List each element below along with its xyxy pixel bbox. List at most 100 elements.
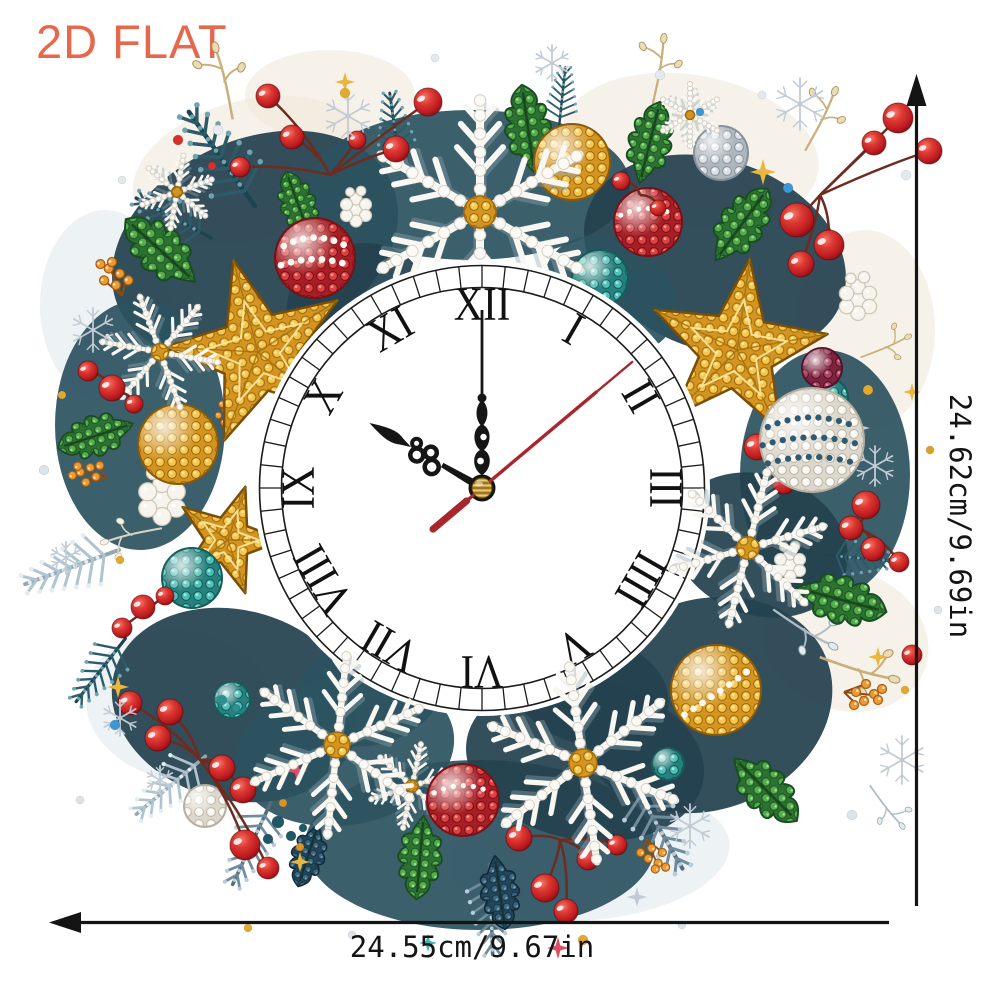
bead-dot <box>262 833 274 845</box>
holly-leaf-icon <box>56 412 135 460</box>
berry-branch-icon <box>779 102 943 278</box>
bead-dot <box>900 169 912 181</box>
pearl-cluster-icon <box>339 185 373 228</box>
berry-icon <box>111 617 133 639</box>
snowflake-icon <box>139 152 215 232</box>
berry-branch-icon <box>611 171 667 217</box>
snowflake-icon <box>660 80 720 150</box>
berry-icon <box>144 724 172 752</box>
bead-dot <box>339 87 351 99</box>
bead-dot <box>654 69 666 81</box>
berry-icon <box>208 754 236 782</box>
bead-dot <box>117 175 127 185</box>
twig-icon <box>860 322 913 360</box>
wreath-foreground <box>249 387 865 866</box>
berry-branch-icon <box>117 690 280 880</box>
star-icon <box>653 257 829 433</box>
ornament-ball-icon <box>213 681 251 719</box>
bead-dot <box>577 934 589 946</box>
dimension-annotations <box>49 74 927 933</box>
ornament-ball-icon <box>801 347 843 389</box>
snowflake-outline-icon <box>776 77 824 131</box>
orange-berry-sprig-icon <box>67 460 108 487</box>
bead-dot <box>75 795 85 805</box>
snowflake-outline-icon <box>535 44 569 82</box>
snowflake-icon <box>249 650 425 840</box>
clock-numeral: III <box>639 468 693 509</box>
bead-dot <box>172 134 184 146</box>
orange-berry-sprig-icon <box>635 838 671 874</box>
berry-branch-icon <box>838 490 910 573</box>
berry-icon <box>229 776 257 804</box>
ornament-ball-icon <box>137 403 219 485</box>
snowflake-outline-icon <box>72 307 114 353</box>
holly-leaf-icon <box>625 100 674 185</box>
bead-dot <box>285 830 297 842</box>
twig-icon <box>819 649 901 698</box>
snowflake-outline-icon <box>669 803 711 849</box>
berry-icon <box>229 829 261 861</box>
width-dimension-label: 24.55cm/9.67in <box>349 930 595 964</box>
bead-dot <box>347 930 357 940</box>
bead-dot <box>271 815 285 829</box>
watercolor-wash <box>245 50 415 140</box>
ornament-ball-icon <box>670 644 762 736</box>
ornament-ball-icon <box>426 763 500 837</box>
twig-icon <box>99 517 163 561</box>
bead-dot <box>430 53 440 63</box>
berry-icon <box>77 360 99 382</box>
snowflake-outline-icon <box>146 765 174 795</box>
bead-dot <box>212 124 224 136</box>
sparkle-icon <box>335 72 355 92</box>
berry-icon <box>156 698 184 726</box>
bead-dot <box>295 842 305 852</box>
holly-leaf-icon <box>479 854 521 931</box>
bead-dot <box>231 703 241 713</box>
bead-dot <box>900 685 910 695</box>
twig-icon <box>192 41 246 120</box>
width-arrowhead-icon <box>49 912 81 933</box>
holly-leaf-icon <box>712 187 772 262</box>
berry-icon <box>255 83 281 109</box>
bead-dot <box>298 823 308 833</box>
ornament-ball-icon <box>651 747 685 781</box>
height-dimension-label: 24.62cm/9.69in <box>943 393 977 639</box>
berry-icon <box>229 156 251 178</box>
berry-icon <box>553 898 579 924</box>
berry-icon <box>779 202 815 238</box>
snowflake-icon <box>486 660 680 866</box>
height-arrowhead-icon <box>906 74 927 106</box>
bead-dot <box>57 390 67 400</box>
bead-dot <box>862 384 874 396</box>
holly-leaf-icon <box>795 572 888 627</box>
bead-dot <box>278 798 288 808</box>
clock-numeral: VI <box>460 645 503 699</box>
berry-icon <box>882 102 914 134</box>
holly-leaf-icon <box>733 757 800 824</box>
bead-dot <box>207 161 217 171</box>
ornament-ball-icon <box>183 784 227 828</box>
berry-icon <box>413 87 443 117</box>
snowflake-outline-icon <box>856 445 894 487</box>
clock-center-cap <box>471 477 493 499</box>
berry-icon <box>888 551 910 573</box>
berry-branch-icon <box>111 586 175 639</box>
pearl-cluster-icon <box>838 270 878 321</box>
bead-dot <box>38 464 50 476</box>
ornament-ball-icon <box>613 187 683 257</box>
sparkle-icon <box>868 647 888 667</box>
snowflake-outline-icon <box>879 735 925 785</box>
ornament-ball-icon <box>759 387 865 493</box>
orange-berry-sprig-icon <box>95 256 134 297</box>
clock-numeral: IX <box>271 466 325 509</box>
bead-dot <box>846 809 858 821</box>
flat-label: 2D FLAT <box>36 15 228 68</box>
bead-dot <box>243 923 253 933</box>
berry-icon <box>124 394 144 414</box>
sparkle-icon <box>750 159 776 185</box>
berry-icon <box>155 586 175 606</box>
orange-berry-sprig-icon <box>843 678 888 711</box>
berry-branch-icon <box>77 360 144 414</box>
